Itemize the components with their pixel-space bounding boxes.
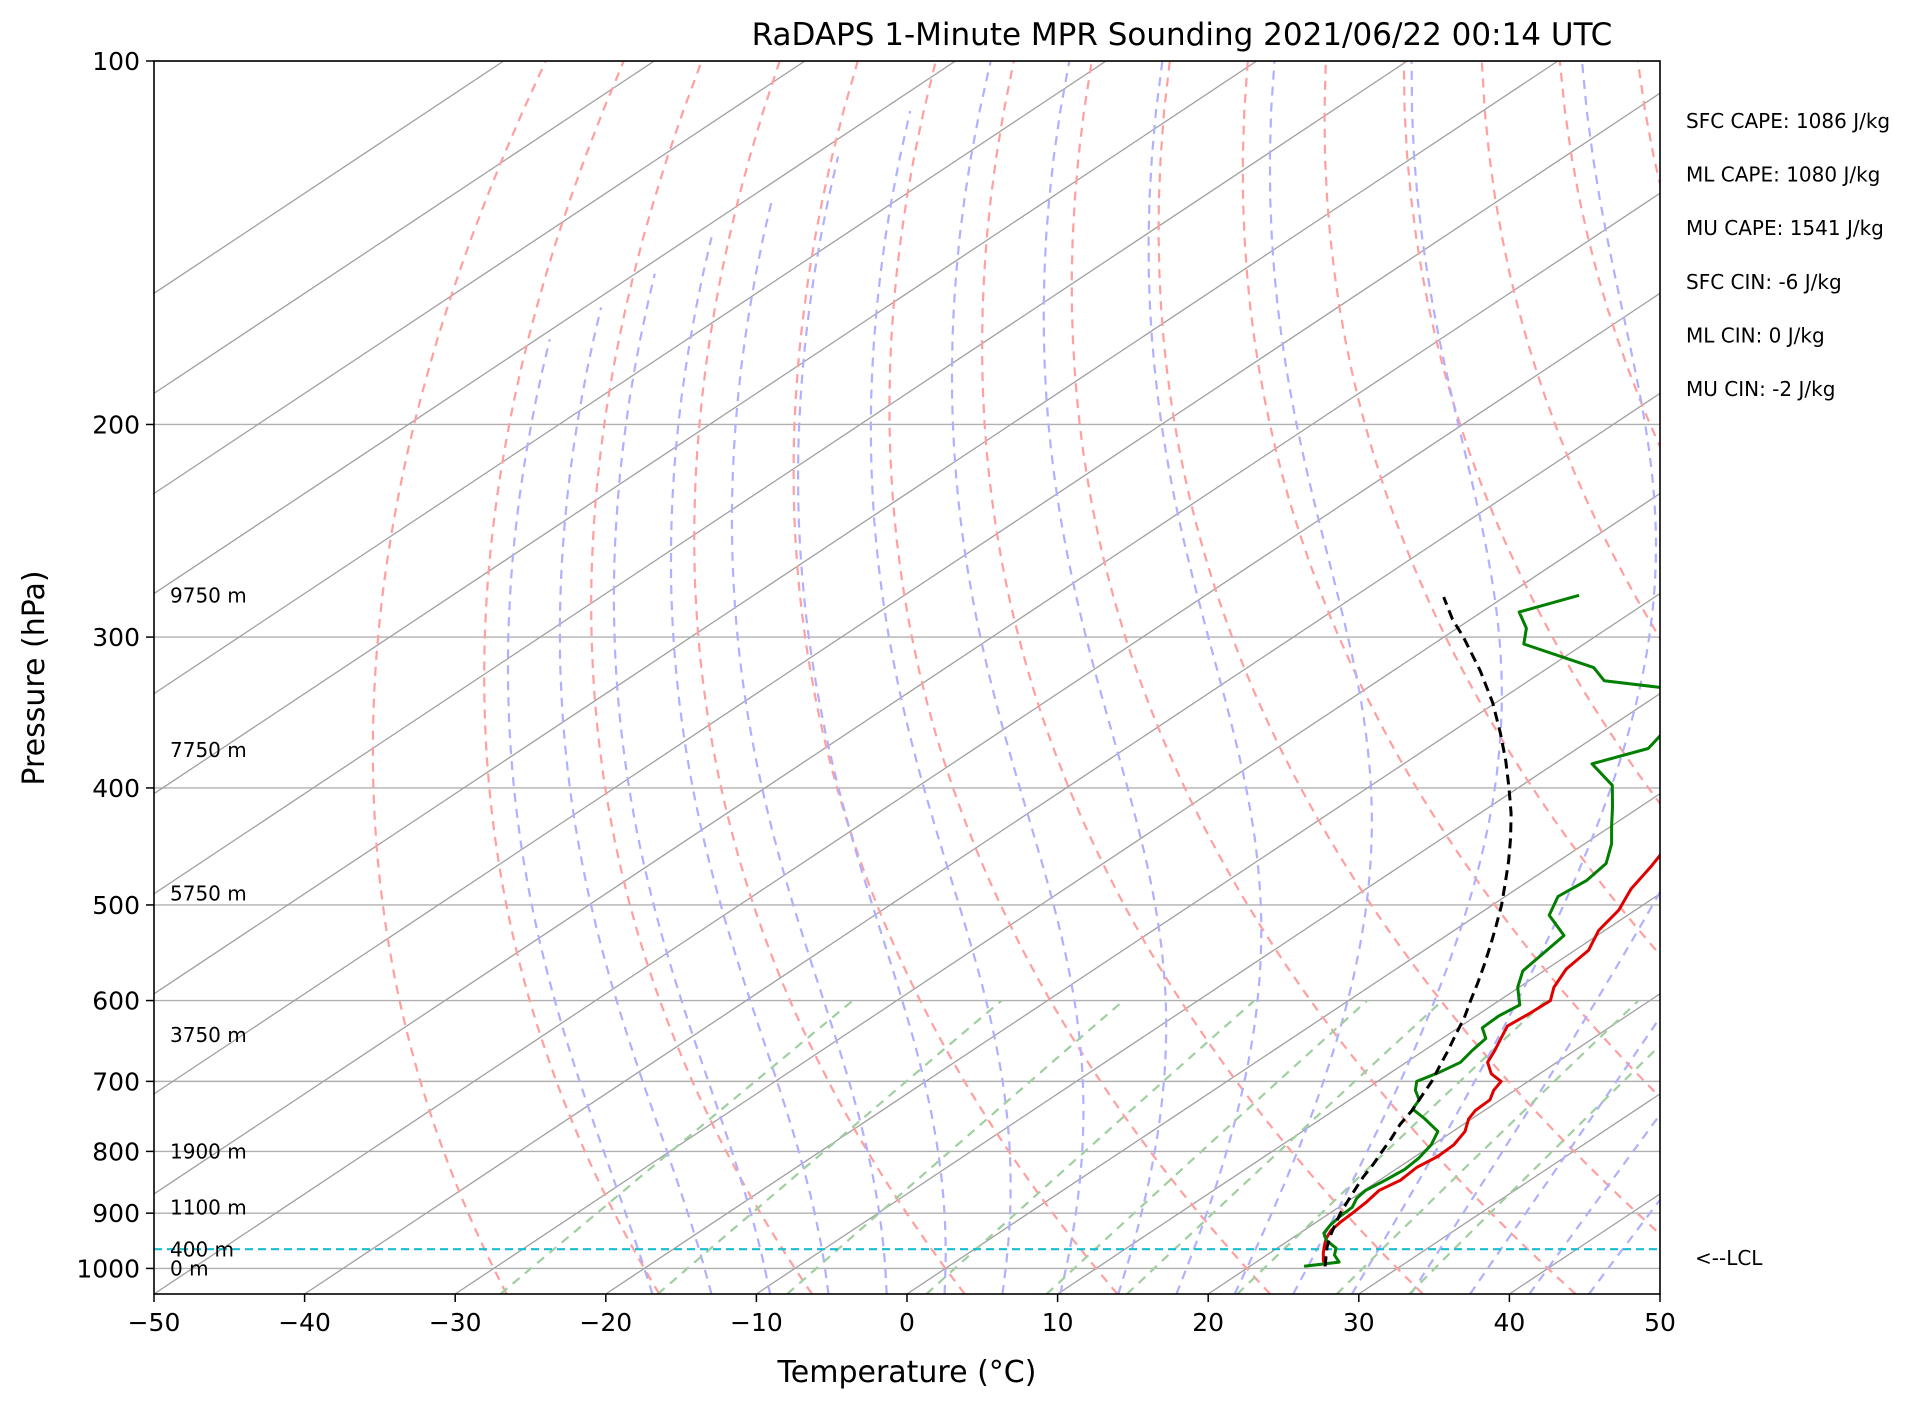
- dry-adiabat-line: [1241, 61, 1660, 1099]
- y-tick-label: 800: [92, 1137, 140, 1166]
- isotherm-line: [154, 61, 1107, 695]
- moist-adiabat-line: [612, 273, 772, 1294]
- moist-adiabat-line: [506, 338, 654, 1294]
- x-tick-label: −50: [128, 1308, 181, 1337]
- dry-adiabat-line: [1070, 61, 1577, 1294]
- moist-adiabat-line: [796, 156, 947, 1294]
- stat-annotation: MU CAPE: 1541 J/kg: [1686, 216, 1884, 240]
- x-tick-label: 30: [1343, 1308, 1375, 1337]
- x-tick-label: 10: [1042, 1308, 1074, 1337]
- x-tick-label: −20: [579, 1308, 632, 1337]
- isotherm-line: [756, 692, 1660, 1294]
- height-label: 5750 m: [170, 881, 247, 905]
- isotherm-line: [154, 61, 806, 495]
- isotherm-line: [304, 392, 1660, 1294]
- moist-adiabat-line: [730, 198, 888, 1294]
- moist-adiabat-line: [1528, 1112, 1660, 1294]
- mixing-ratio-line: [657, 999, 1003, 1294]
- height-label: 7750 m: [170, 738, 247, 762]
- isotherm-line: [454, 492, 1660, 1294]
- lcl-label: <--LCL: [1695, 1246, 1763, 1270]
- y-tick-label: 1000: [76, 1254, 140, 1283]
- isotherm-line: [154, 292, 1660, 1294]
- isotherm-line: [906, 792, 1660, 1294]
- isotherm-line: [154, 61, 1408, 895]
- plot-area: [154, 61, 1660, 1294]
- stat-annotation: ML CAPE: 1080 J/kg: [1686, 163, 1880, 187]
- moist-adiabat-line: [558, 307, 713, 1294]
- isotherm-line: [154, 61, 505, 295]
- dry-adiabat-line: [888, 61, 1272, 1294]
- x-tick-label: 50: [1644, 1308, 1676, 1337]
- isotherm-line: [1207, 993, 1660, 1294]
- y-tick-label: 300: [92, 623, 140, 652]
- stat-annotation: SFC CAPE: 1086 J/kg: [1686, 109, 1890, 133]
- stat-annotation: MU CIN: -2 J/kg: [1686, 377, 1835, 401]
- chart-title: RaDAPS 1-Minute MPR Sounding 2021/06/22 …: [752, 17, 1613, 53]
- height-label: 3750 m: [170, 1023, 247, 1047]
- isotherm-line: [154, 61, 655, 395]
- y-tick-label: 200: [92, 410, 140, 439]
- mixing-ratio-line: [1236, 999, 1547, 1294]
- isotherm-line: [154, 61, 956, 595]
- moist-adiabat-line: [1469, 1015, 1660, 1294]
- mixing-ratio-line: [1045, 999, 1368, 1294]
- isotherm-line: [605, 592, 1660, 1294]
- y-tick-label: 900: [92, 1199, 140, 1228]
- dry-adiabat-line: [1480, 61, 1660, 641]
- x-tick-label: 0: [899, 1308, 915, 1337]
- isotherm-line: [154, 192, 1660, 1195]
- dry-adiabat-line: [792, 61, 1119, 1294]
- x-tick-label: −30: [429, 1308, 482, 1337]
- height-label: 400 m: [170, 1238, 234, 1262]
- mixing-ratio-line: [1126, 999, 1444, 1294]
- y-axis: 1000 900 800 700 600 500 400 300 200 100: [76, 47, 154, 1283]
- isotherm-line: [154, 92, 1660, 1095]
- height-label: 1100 m: [170, 1195, 247, 1219]
- x-axis-label: Temperature (°C): [777, 1355, 1037, 1390]
- stats-annotations: SFC CAPE: 1086 J/kg ML CAPE: 1080 J/kg MU …: [1686, 109, 1890, 401]
- y-tick-label: 500: [92, 891, 140, 920]
- dry-adiabat-line: [1323, 61, 1660, 957]
- dry-adiabat-line: [371, 61, 547, 1294]
- moist-adiabat-line: [1350, 61, 1658, 1294]
- x-tick-label: −10: [730, 1308, 783, 1337]
- temperature-profile: [1321, 853, 1660, 1267]
- isotherm-line: [154, 61, 1559, 995]
- dry-adiabat-line: [1402, 61, 1660, 806]
- moist-adiabat-line: [950, 61, 1085, 1294]
- moist-adiabat-line: [1233, 61, 1374, 1294]
- mixing-ratio-line: [499, 999, 854, 1294]
- x-tick-label: 40: [1493, 1308, 1525, 1337]
- x-tick-label: −40: [278, 1308, 331, 1337]
- moist-adiabat-line: [1147, 61, 1263, 1294]
- moist-adiabat-line: [669, 237, 830, 1294]
- height-label: 1900 m: [170, 1139, 247, 1163]
- stat-annotation: SFC CIN: -6 J/kg: [1686, 270, 1842, 294]
- y-tick-label: 700: [92, 1067, 140, 1096]
- x-tick-label: 20: [1192, 1308, 1224, 1337]
- mixing-ratio-line: [1336, 999, 1640, 1294]
- y-tick-label: 100: [92, 47, 140, 76]
- y-axis-label: Pressure (hPa): [17, 570, 52, 785]
- mixing-ratio-line: [1408, 1043, 1660, 1294]
- moist-adiabat-line: [1042, 61, 1168, 1294]
- dry-adiabat-line: [483, 61, 661, 1294]
- dry-adiabat-line: [980, 61, 1424, 1294]
- parcel-profile: [1323, 596, 1513, 1267]
- moist-adiabat-line: [1292, 61, 1503, 1294]
- height-label: 0 m: [170, 1256, 209, 1280]
- isotherm-line: [1057, 892, 1660, 1294]
- y-tick-label: 600: [92, 987, 140, 1016]
- dry-adiabat-line: [1157, 61, 1660, 1236]
- x-axis: −50 −40 −30 −20 −10 0 10 20 30 40 50: [128, 1294, 1676, 1337]
- y-tick-label: 400: [92, 774, 140, 803]
- height-label: 9750 m: [170, 583, 247, 607]
- stat-annotation: ML CIN: 0 J/kg: [1686, 323, 1825, 347]
- isotherm-line: [154, 61, 1258, 795]
